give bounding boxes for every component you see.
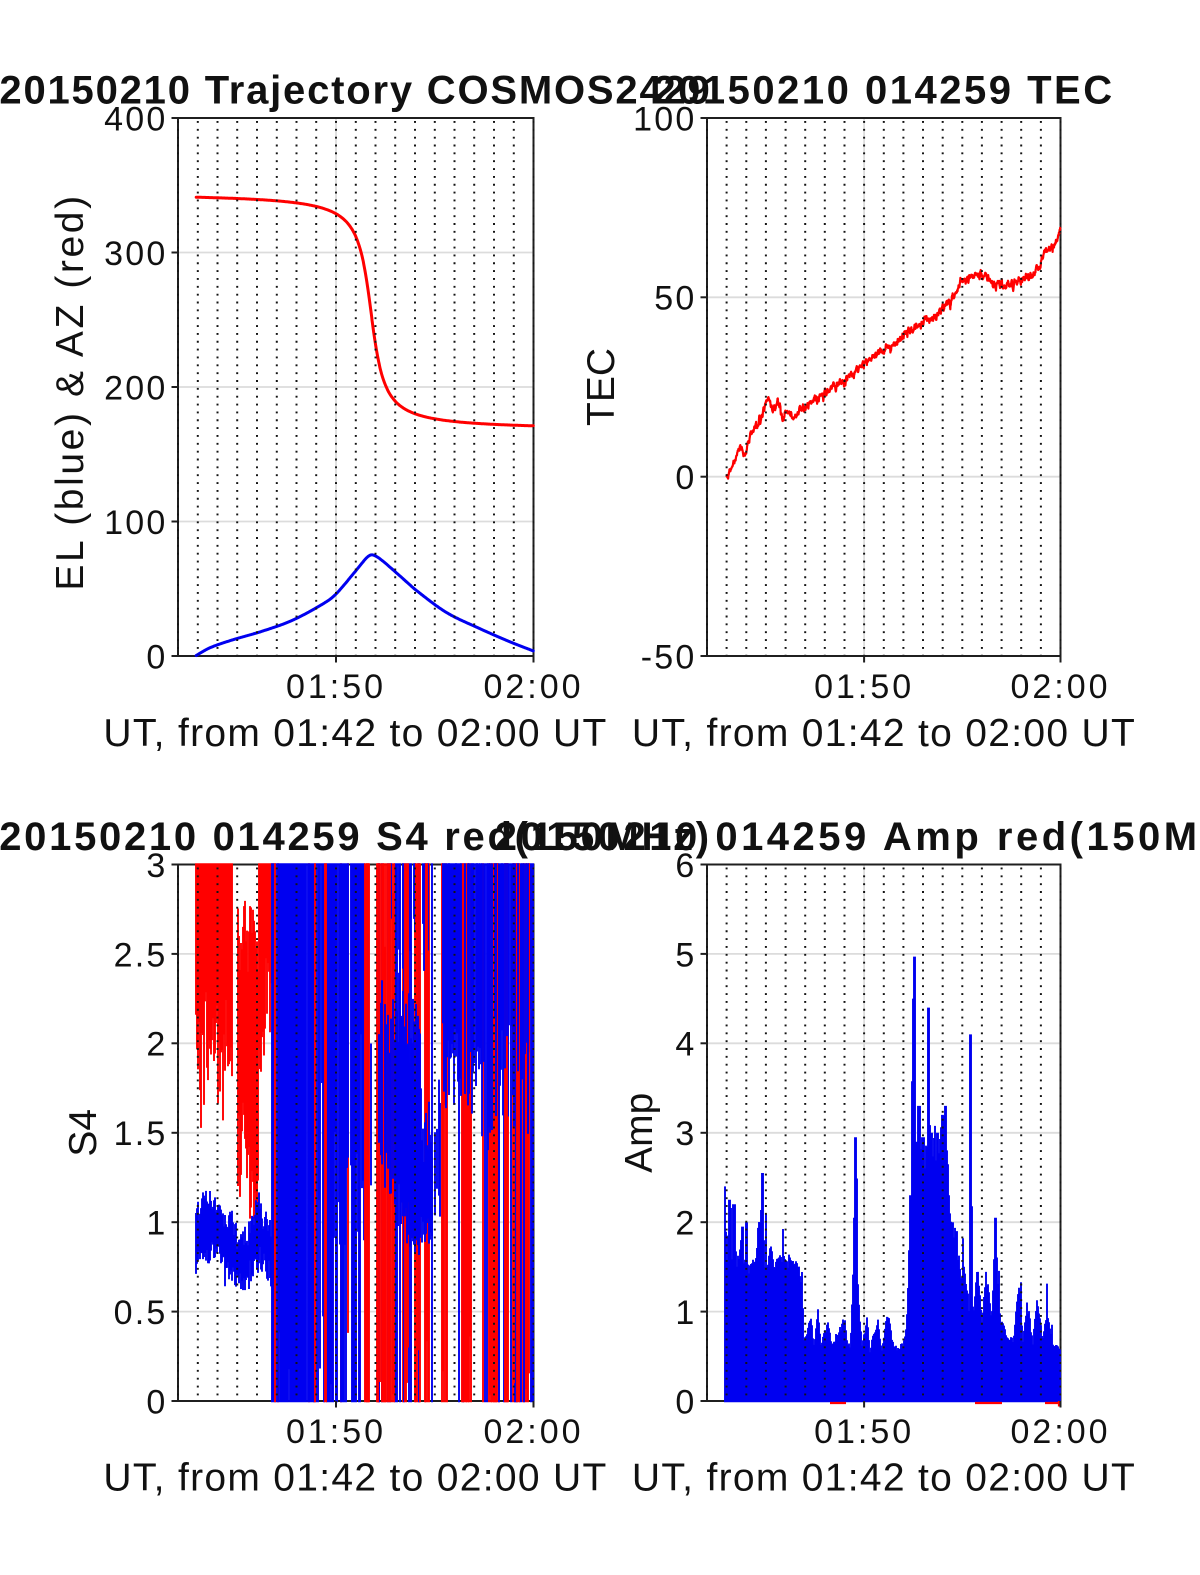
svg-text:100: 100	[633, 100, 696, 138]
svg-text:02:00: 02:00	[1010, 1413, 1110, 1451]
svg-text:100: 100	[104, 504, 167, 542]
svg-text:5: 5	[675, 936, 696, 974]
svg-text:02:00: 02:00	[483, 668, 583, 706]
svg-text:20150210 014259 S4 red(150MHz): 20150210 014259 S4 red(150MHz)	[0, 815, 712, 859]
svg-text:UT, from 01:42 to 02:00 UT: UT, from 01:42 to 02:00 UT	[632, 712, 1136, 755]
svg-text:400: 400	[104, 100, 167, 138]
svg-text:1: 1	[146, 1205, 167, 1243]
svg-text:0.5: 0.5	[114, 1294, 168, 1332]
svg-text:TEC: TEC	[580, 348, 623, 426]
svg-text:0: 0	[146, 638, 167, 676]
svg-text:2: 2	[675, 1205, 696, 1243]
svg-text:UT, from 01:42 to 02:00 UT: UT, from 01:42 to 02:00 UT	[103, 1457, 607, 1500]
svg-text:50: 50	[654, 280, 696, 318]
svg-text:3: 3	[675, 1115, 696, 1153]
svg-text:6: 6	[675, 847, 696, 885]
svg-text:0: 0	[146, 1383, 167, 1421]
svg-text:01:50: 01:50	[286, 1413, 386, 1451]
svg-text:20150210 014259 TEC: 20150210 014259 TEC	[653, 69, 1114, 113]
svg-text:300: 300	[104, 235, 167, 273]
svg-text:UT, from 01:42 to 02:00 UT: UT, from 01:42 to 02:00 UT	[632, 1457, 1136, 1500]
svg-text:3: 3	[146, 847, 167, 885]
svg-text:EL (blue) & AZ (red): EL (blue) & AZ (red)	[49, 193, 92, 590]
svg-text:2.5: 2.5	[114, 936, 168, 974]
svg-text:01:50: 01:50	[814, 1413, 914, 1451]
svg-text:01:50: 01:50	[286, 668, 386, 706]
svg-text:02:00: 02:00	[1010, 668, 1110, 706]
svg-text:1: 1	[675, 1294, 696, 1332]
svg-text:20150210 Trajectory COSMOS2429: 20150210 Trajectory COSMOS2429	[0, 69, 712, 113]
svg-text:01:50: 01:50	[814, 668, 914, 706]
svg-text:UT, from 01:42 to 02:00 UT: UT, from 01:42 to 02:00 UT	[103, 712, 607, 755]
svg-text:4: 4	[675, 1026, 696, 1064]
svg-text:S4: S4	[62, 1109, 105, 1157]
svg-text:0: 0	[675, 1383, 696, 1421]
svg-text:0: 0	[675, 459, 696, 497]
svg-text:20150210 014259 Amp red(150MHz: 20150210 014259 Amp red(150MHz)	[495, 815, 1200, 859]
svg-text:2: 2	[146, 1026, 167, 1064]
svg-text:02:00: 02:00	[483, 1413, 583, 1451]
svg-text:1.5: 1.5	[114, 1115, 168, 1153]
svg-text:200: 200	[104, 369, 167, 407]
svg-text:Amp: Amp	[618, 1093, 661, 1173]
svg-text:-50: -50	[641, 638, 697, 676]
